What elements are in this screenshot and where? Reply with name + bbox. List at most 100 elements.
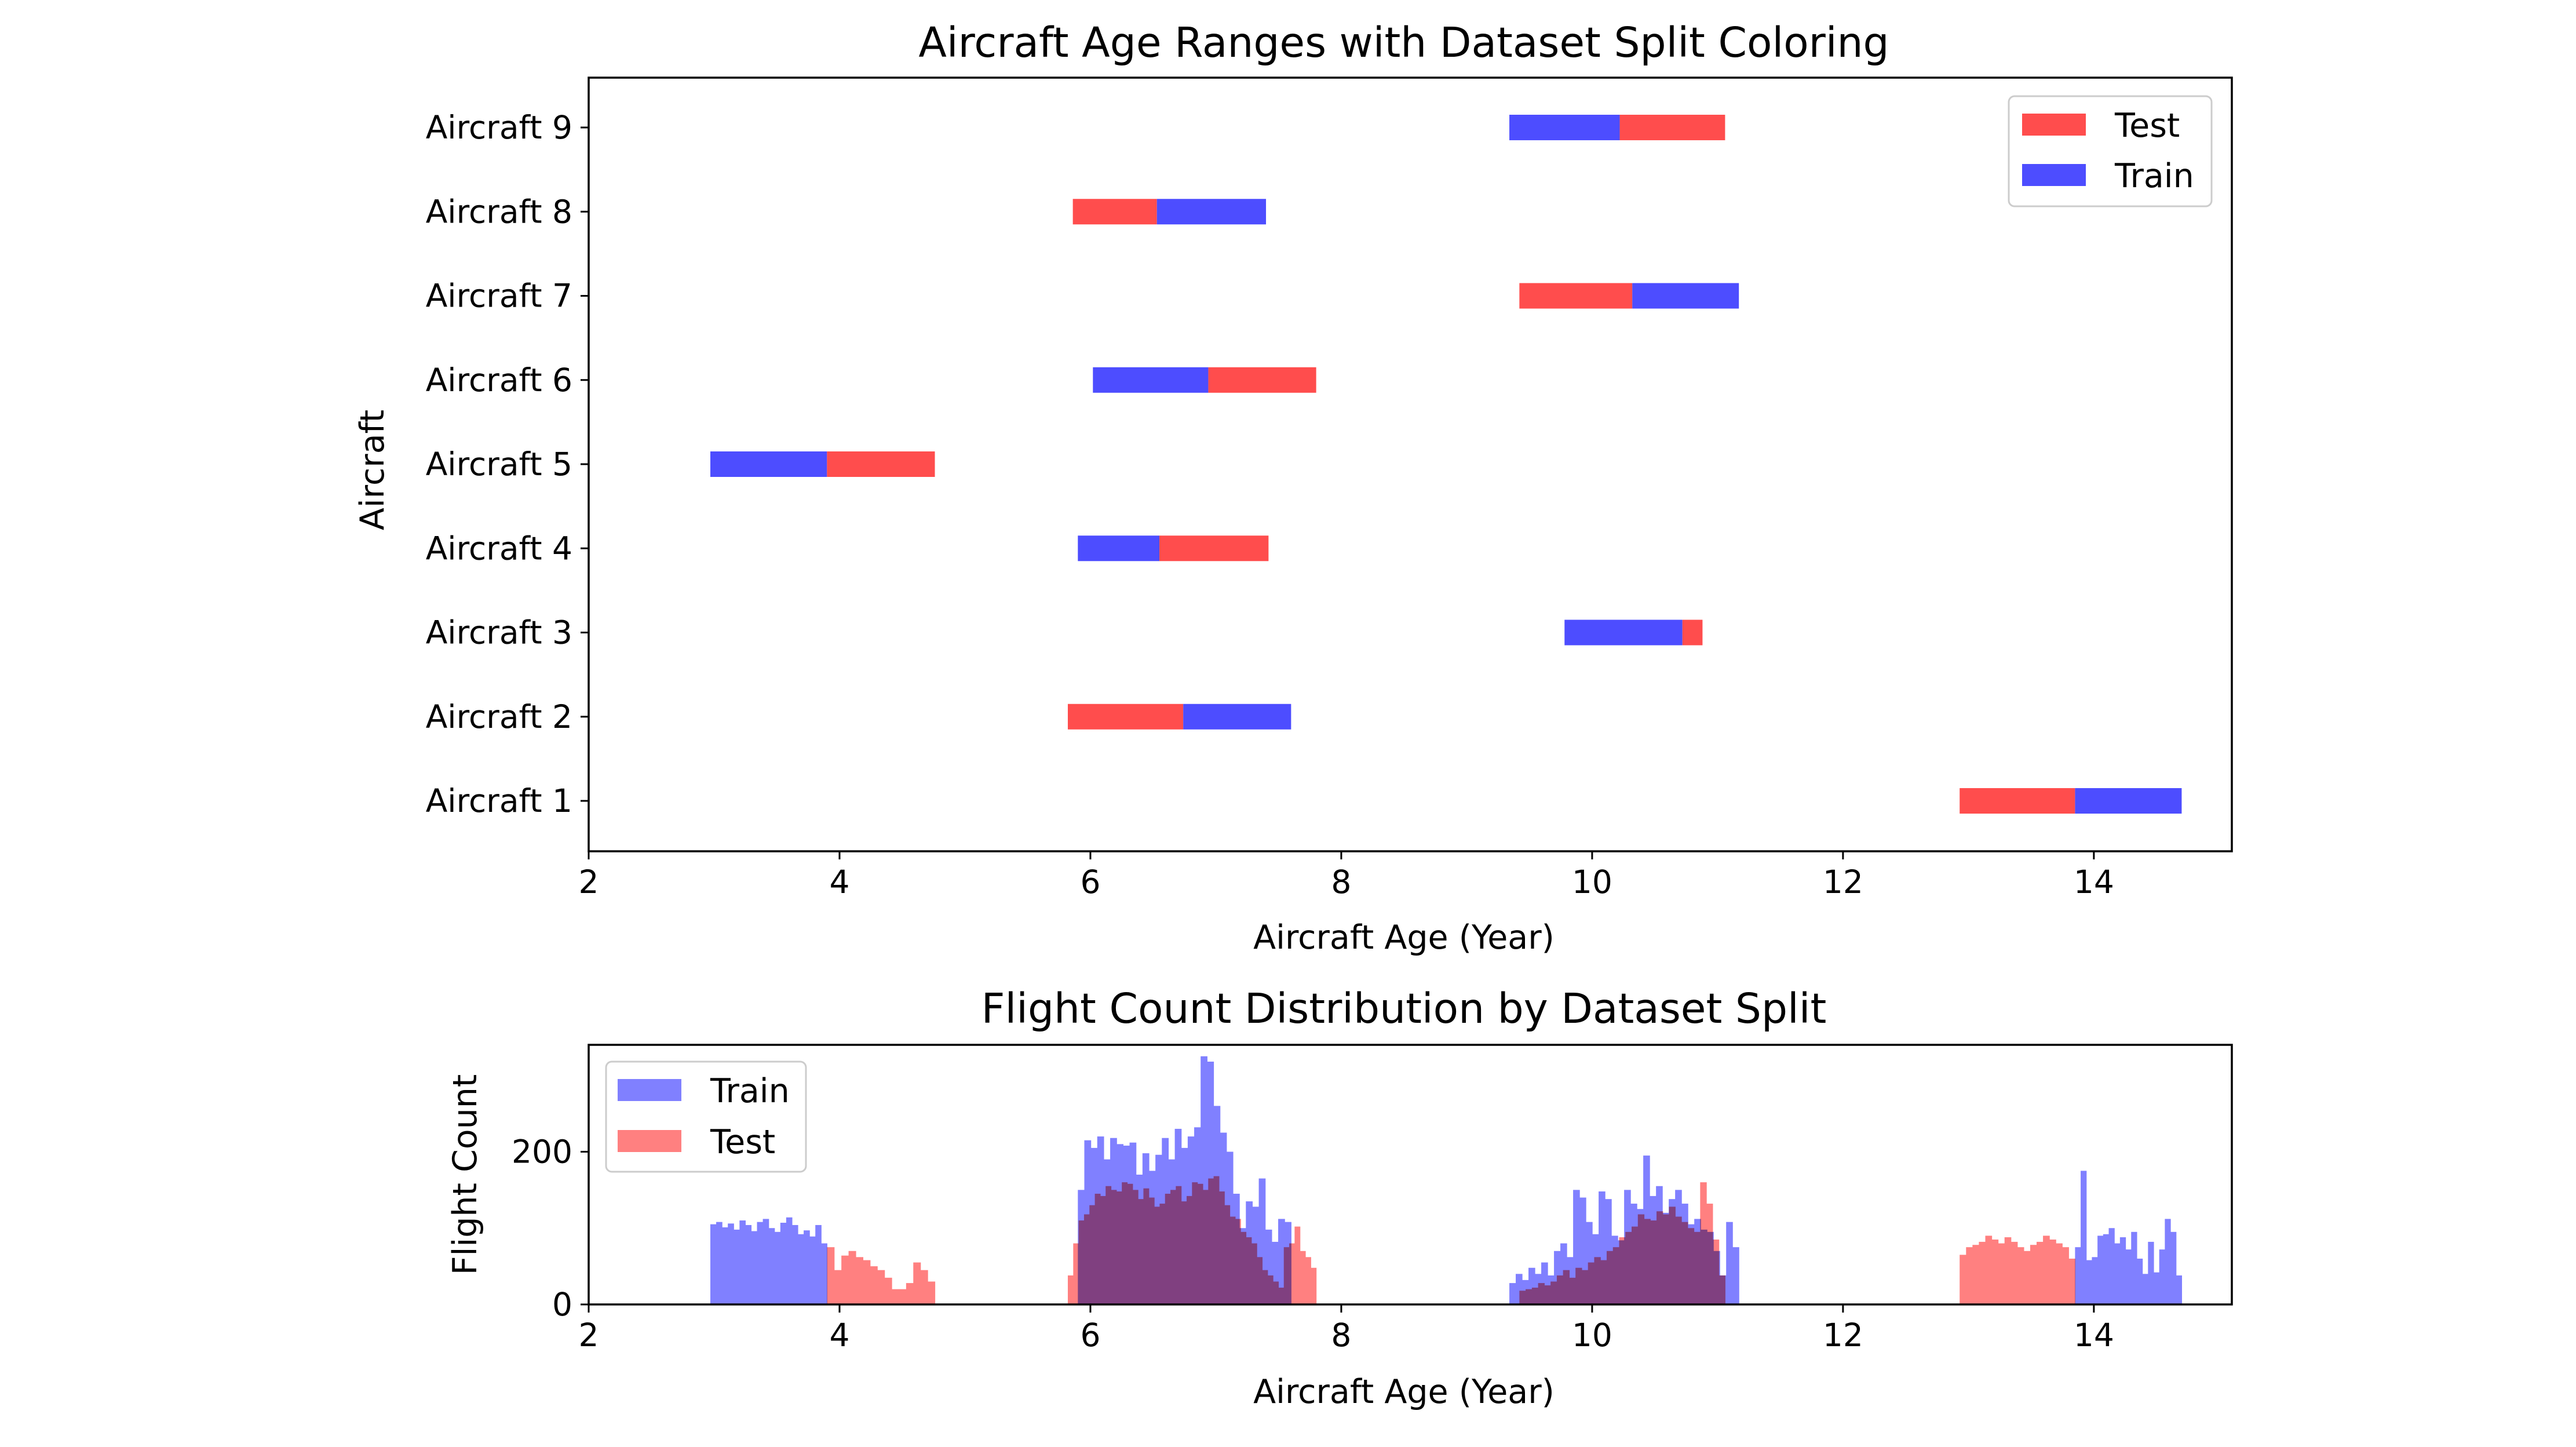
hist-bar-test <box>1519 1291 1526 1304</box>
hist-bar-test <box>1538 1283 1545 1304</box>
hist-bar-test <box>1656 1211 1663 1304</box>
hist-bar-test <box>1556 1275 1564 1304</box>
range-bar-6-train <box>1093 367 1209 393</box>
hist-bar-test <box>1637 1214 1645 1304</box>
hist-bar-train <box>2136 1258 2143 1304</box>
hist-bar-train <box>2153 1272 2160 1304</box>
hist-bar-train <box>745 1224 752 1304</box>
hist-bar-test <box>1563 1270 1570 1304</box>
hist-bar-test <box>1229 1216 1236 1304</box>
hist-bar-train <box>791 1224 798 1304</box>
hist-bar-train <box>797 1234 804 1304</box>
x-tick-label: 12 <box>1823 1317 1863 1354</box>
hist-bar-test <box>2004 1237 2012 1304</box>
hist-bar-test <box>1127 1183 1133 1304</box>
hist-bar-train <box>716 1222 723 1304</box>
hist-bar-test <box>1669 1207 1676 1304</box>
hist-bar-test <box>1213 1176 1220 1304</box>
hist-bar-train <box>768 1228 775 1304</box>
hist-bar-train <box>1579 1197 1586 1304</box>
hist-bar-train <box>762 1219 769 1304</box>
hist-bar-test <box>1202 1190 1209 1304</box>
chart2-y-label: Flight Count <box>446 1074 484 1275</box>
hist-bar-train <box>757 1222 764 1304</box>
hist-bar-train <box>786 1217 793 1304</box>
hist-bar-test <box>1159 1204 1166 1304</box>
hist-bar-test <box>1283 1247 1290 1304</box>
legend-train-label: Train <box>2114 157 2194 195</box>
hist-bar-test <box>1257 1257 1263 1304</box>
hist-bar-test <box>1273 1281 1279 1304</box>
range-bar-7-test <box>1519 283 1633 309</box>
hist-bar-test <box>1632 1226 1639 1304</box>
hist-bar-train <box>1573 1190 1580 1304</box>
hist-bar-train <box>2142 1274 2148 1304</box>
hist-bar-test <box>2062 1247 2069 1304</box>
y-tick-label: 0 <box>552 1286 572 1323</box>
hist-bar-train <box>1201 1056 1207 1304</box>
hist-bar-test <box>863 1260 871 1304</box>
hist-bar-test <box>1267 1275 1274 1304</box>
hist-bar-test <box>906 1283 914 1304</box>
x-tick-label: 10 <box>1572 863 1612 901</box>
hist-bar-test <box>1208 1178 1214 1304</box>
hist-bar-test <box>1143 1188 1150 1304</box>
hist-bar-train <box>1258 1178 1266 1304</box>
hist-bar-train <box>2125 1249 2132 1304</box>
hist-bar-test <box>2036 1241 2044 1304</box>
hist-bar-test <box>1138 1199 1144 1304</box>
x-tick-label: 2 <box>579 1317 599 1354</box>
hist-bar-test <box>920 1270 928 1304</box>
hist-bar-train <box>2131 1231 2137 1304</box>
hist-bar-train <box>815 1224 822 1304</box>
hist-bar-train <box>1265 1229 1272 1304</box>
hist-bar-train <box>1726 1222 1733 1304</box>
legend-test-label: Test <box>710 1123 775 1161</box>
hist-bar-train <box>722 1227 728 1304</box>
hist-bar-test <box>1294 1226 1301 1304</box>
legend-test-label: Test <box>2114 107 2180 145</box>
hist-bar-test <box>1170 1190 1176 1304</box>
hist-bar-test <box>884 1277 892 1304</box>
hist-bar-test <box>1067 1275 1074 1304</box>
hist-bar-test <box>1531 1288 1539 1304</box>
hist-bar-train <box>821 1243 827 1304</box>
hist-bar-test <box>834 1270 842 1304</box>
chart1-x-label: Aircraft Age (Year) <box>1253 919 1555 957</box>
hist-bar-train <box>751 1231 758 1304</box>
y-tick-label: Aircraft 8 <box>426 193 572 230</box>
hist-bar-test <box>1706 1204 1713 1304</box>
hist-bar-train <box>1528 1267 1535 1304</box>
range-bar-1-train <box>2075 788 2182 814</box>
age-range-chart: Aircraft Age Ranges with Dataset Split C… <box>353 19 2233 957</box>
hist-bar-test <box>913 1262 921 1304</box>
hist-bar-test <box>1083 1214 1090 1304</box>
range-bar-7-train <box>1632 283 1739 309</box>
x-tick-label: 8 <box>1331 1317 1351 1354</box>
x-tick-label: 2 <box>579 863 599 901</box>
hist-bar-test <box>1581 1270 1589 1304</box>
hist-bar-test <box>1165 1193 1171 1304</box>
hist-bar-test <box>1606 1251 1614 1304</box>
hist-bar-test <box>1700 1182 1707 1304</box>
hist-bar-test <box>892 1289 900 1304</box>
hist-bar-test <box>877 1270 885 1304</box>
hist-bar-train <box>2148 1241 2154 1304</box>
hist-bar-train <box>710 1224 717 1304</box>
range-bar-6-test <box>1208 367 1316 393</box>
hist-bar-test <box>2011 1241 2018 1304</box>
x-tick-label: 6 <box>1080 1317 1100 1354</box>
hist-bar-test <box>1111 1190 1117 1304</box>
x-tick-label: 12 <box>1823 863 1863 901</box>
hist-bar-test <box>1972 1245 1980 1304</box>
hist-bar-test <box>1960 1255 1966 1304</box>
legend-train-swatch <box>2022 164 2086 186</box>
hist-bar-test <box>1712 1240 1720 1304</box>
hist-bar-test <box>2043 1235 2050 1304</box>
chart2-title: Flight Count Distribution by Dataset Spl… <box>981 985 1827 1033</box>
hist-bar-test <box>1154 1207 1160 1304</box>
x-tick-label: 6 <box>1080 863 1100 901</box>
hist-bar-train <box>2092 1257 2098 1304</box>
hist-bar-test <box>1073 1243 1079 1304</box>
legend-train-swatch <box>618 1079 681 1101</box>
